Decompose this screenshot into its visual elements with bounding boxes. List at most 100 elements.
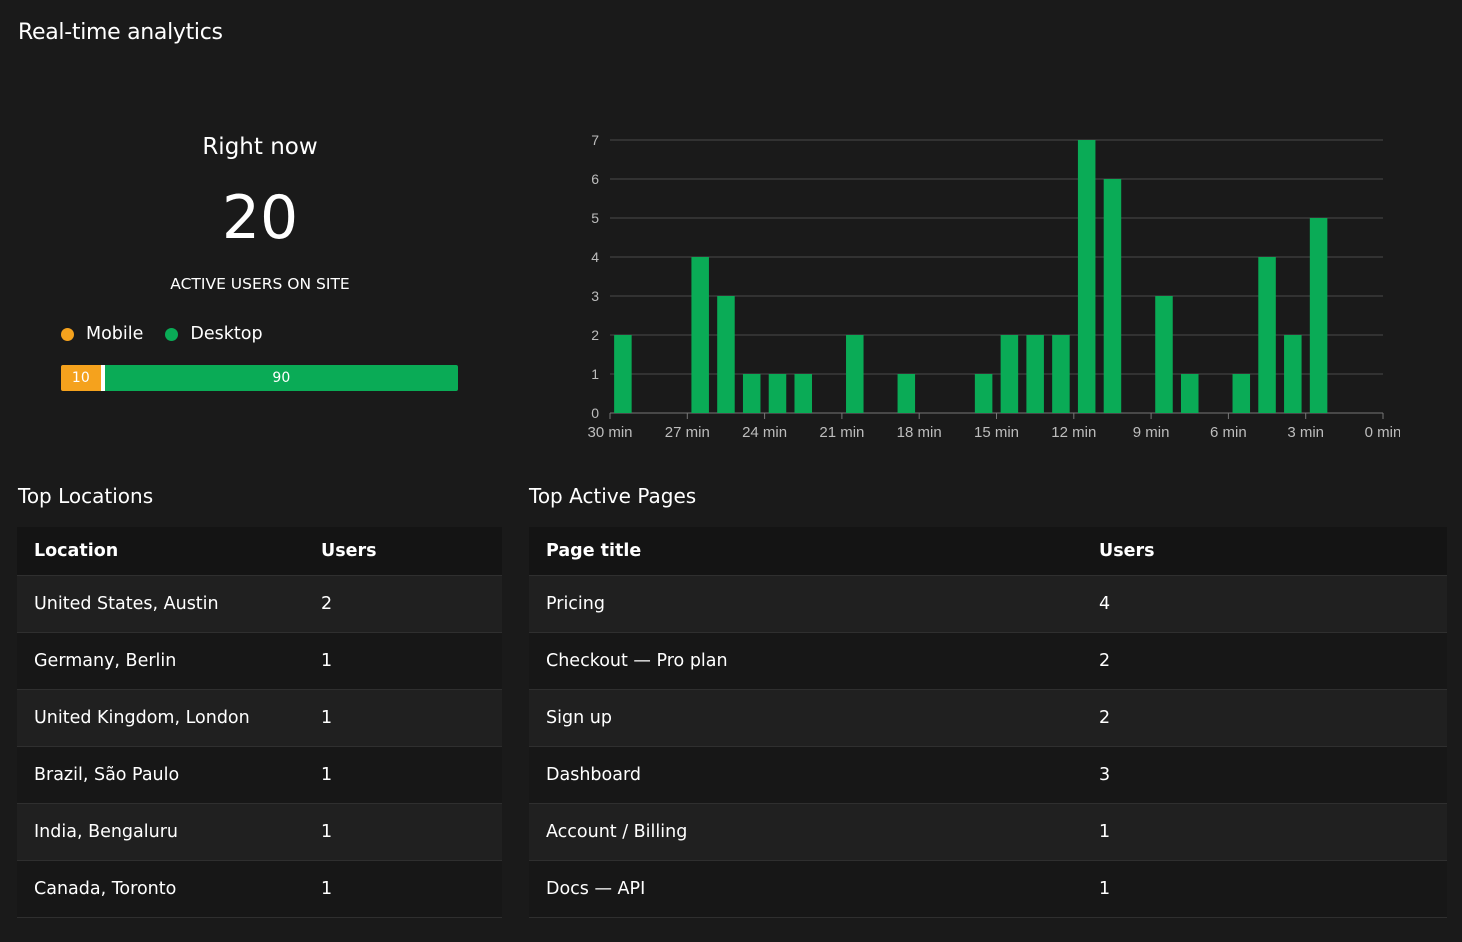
row-label: India, Bengaluru: [17, 803, 304, 861]
row-label: Checkout — Pro plan: [529, 632, 1082, 690]
y-tick-label: 7: [591, 132, 599, 148]
legend-mobile-label: Mobile: [86, 324, 144, 344]
x-tick-label: 30 min: [587, 424, 632, 441]
right-now-label: Right now: [202, 134, 318, 160]
y-tick-label: 4: [591, 249, 599, 265]
table-row: Canada, Toronto 1: [17, 860, 502, 918]
desktop-share-segment: 90: [104, 365, 458, 391]
table-row: India, Bengaluru 1: [17, 803, 502, 861]
row-users-count: 1: [304, 746, 502, 804]
row-users-count: 1: [304, 803, 502, 861]
table-row: Checkout — Pro plan 2: [529, 632, 1447, 690]
chart-bar: [742, 374, 761, 413]
table-header-row: Page title Users: [529, 527, 1447, 576]
x-tick-label: 18 min: [897, 424, 942, 441]
chart-bar: [1077, 140, 1096, 413]
chart-bar: [717, 296, 735, 413]
x-tick-label: 3 min: [1287, 424, 1324, 441]
x-tick-label: 6 min: [1210, 424, 1247, 441]
x-tick-label: 9 min: [1133, 424, 1170, 441]
row-label: United States, Austin: [17, 575, 304, 633]
table-row: United States, Austin 2: [17, 575, 502, 633]
x-tick-label: 21 min: [819, 424, 864, 441]
row-users-count: 4: [1082, 575, 1447, 633]
chart-bar: [1026, 335, 1044, 413]
top-active-pages-table: Page title Users Pricing 4 Checkout — Pro …: [529, 527, 1447, 918]
top-locations-title: Top Locations: [18, 484, 154, 508]
top-locations-table: Location Users United States, Austin 2 Ger…: [17, 527, 502, 918]
table-row: Account / Billing 1: [529, 803, 1447, 861]
table-row: United Kingdom, London 1: [17, 689, 502, 747]
row-users-count: 1: [1082, 803, 1447, 861]
chart-bar: [1180, 374, 1199, 413]
row-label: Account / Billing: [529, 803, 1082, 861]
row-users-count: 1: [304, 860, 502, 918]
y-tick-label: 1: [591, 366, 599, 382]
x-tick-label: 24 min: [742, 424, 787, 441]
top-active-pages-title: Top Active Pages: [529, 484, 697, 508]
table-header-row: Location Users: [17, 527, 502, 576]
row-label: Pricing: [529, 575, 1082, 633]
split-divider: [100, 365, 105, 391]
y-tick-label: 2: [591, 327, 599, 343]
table-row: Germany, Berlin 1: [17, 632, 502, 690]
chart-bar: [614, 335, 632, 413]
row-users-count: 3: [1082, 746, 1447, 804]
table-row: Dashboard 3: [529, 746, 1447, 804]
chart-bar: [1309, 218, 1328, 413]
y-tick-label: 5: [591, 210, 599, 226]
table-row: Pricing 4: [529, 575, 1447, 633]
row-users-count: 2: [1082, 689, 1447, 747]
chart-bar: [897, 374, 916, 413]
legend-desktop-label: Desktop: [190, 324, 263, 344]
chart-bar: [768, 374, 787, 413]
row-label: Canada, Toronto: [17, 860, 304, 918]
x-tick-label: 15 min: [974, 424, 1019, 441]
device-split-bar: 10 90: [61, 365, 458, 391]
x-tick-label: 0 min: [1365, 424, 1400, 441]
table-row: Brazil, São Paulo 1: [17, 746, 502, 804]
row-label: Germany, Berlin: [17, 632, 304, 690]
active-users-count: 20: [221, 183, 299, 253]
column-header-page-title: Page title: [529, 527, 1082, 576]
mobile-share-segment: 10: [61, 365, 101, 391]
legend-desktop: Desktop: [165, 324, 263, 344]
chart-bar: [974, 374, 993, 413]
desktop-dot-icon: [165, 327, 179, 341]
row-users-count: 1: [1082, 860, 1447, 918]
y-tick-label: 3: [591, 288, 599, 304]
mobile-dot-icon: [61, 327, 74, 341]
chart-bar: [1284, 335, 1302, 413]
active-users-bar-chart: 0 1 2 3 4 5 6 7 30 min 27 min 24 min 21 min 18 min 15…: [587, 132, 1400, 441]
chart-bar: [691, 257, 709, 413]
y-tick-label: 0: [591, 405, 599, 421]
row-users-count: 2: [1082, 632, 1447, 690]
column-header-location: Location: [17, 527, 304, 576]
row-users-count: 2: [304, 575, 502, 633]
chart-bar: [1258, 257, 1276, 413]
chart-bar: [1232, 374, 1251, 413]
device-legend: Mobile Desktop: [61, 324, 285, 344]
chart-bar: [1000, 335, 1019, 413]
table-row: Docs — API 1: [529, 860, 1447, 918]
row-users-count: 1: [304, 689, 502, 747]
row-label: Brazil, São Paulo: [17, 746, 304, 804]
active-users-caption: ACTIVE USERS ON SITE: [170, 275, 350, 293]
column-header-users: Users: [1082, 527, 1447, 576]
row-label: United Kingdom, London: [17, 689, 304, 747]
row-users-count: 1: [304, 632, 502, 690]
y-tick-label: 6: [591, 171, 599, 187]
table-row: Sign up 2: [529, 689, 1447, 747]
chart-bar: [1155, 296, 1173, 413]
row-label: Docs — API: [529, 860, 1082, 918]
column-header-users: Users: [304, 527, 502, 576]
chart-bar: [1052, 335, 1070, 413]
chart-bar: [1103, 179, 1122, 413]
chart-bar: [846, 335, 864, 413]
row-label: Dashboard: [529, 746, 1082, 804]
legend-mobile: Mobile: [61, 324, 143, 344]
x-tick-label: 12 min: [1051, 424, 1096, 441]
row-label: Sign up: [529, 689, 1082, 747]
chart-bar: [794, 374, 813, 413]
